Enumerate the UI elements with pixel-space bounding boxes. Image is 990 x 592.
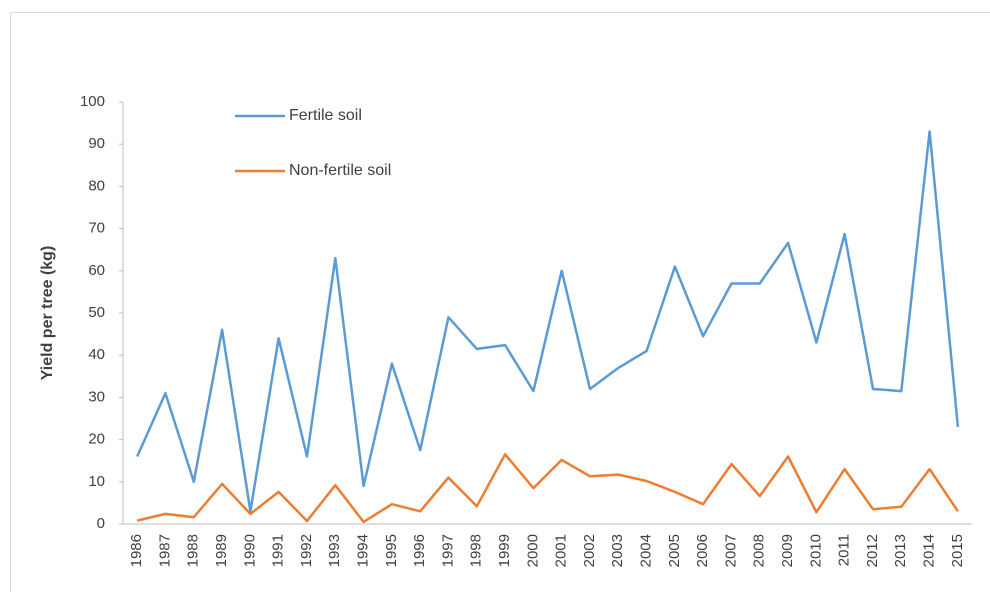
x-tick-label: 1987 xyxy=(156,534,173,567)
x-tick-label: 1995 xyxy=(383,534,400,567)
x-tick-label: 1997 xyxy=(439,534,456,567)
x-tick-label: 2005 xyxy=(666,534,683,567)
x-tick-label: 2013 xyxy=(892,534,909,567)
x-tick-label: 1996 xyxy=(411,534,428,567)
x-tick-label: 1994 xyxy=(355,534,372,567)
x-tick-label: 2012 xyxy=(864,534,881,567)
y-tick-label: 30 xyxy=(88,388,105,405)
y-tick-label: 100 xyxy=(80,93,105,110)
x-tick-label: 2015 xyxy=(949,534,966,567)
y-tick-label: 0 xyxy=(97,515,105,532)
x-tick-label: 2008 xyxy=(751,534,768,567)
x-tick-label: 2009 xyxy=(779,534,796,567)
y-tick-label: 20 xyxy=(88,431,105,448)
x-tick-label: 2001 xyxy=(553,534,570,567)
x-tick-label: 2014 xyxy=(921,534,938,567)
x-tick-label: 2003 xyxy=(609,534,626,567)
x-tick-label: 2000 xyxy=(524,534,541,567)
x-tick-label: 2004 xyxy=(638,534,655,567)
y-tick-label: 80 xyxy=(88,177,105,194)
x-tick-label: 2007 xyxy=(722,534,739,567)
x-tick-label: 1986 xyxy=(128,534,145,567)
data-line xyxy=(136,130,960,513)
chart-frame xyxy=(10,12,990,592)
x-tick-label: 1991 xyxy=(270,534,287,567)
x-tick-label: 1993 xyxy=(326,534,343,567)
x-tick-label: 2010 xyxy=(807,534,824,567)
y-tick-label: 40 xyxy=(88,346,105,363)
legend-label: Non-fertile soil xyxy=(289,162,391,179)
x-tick-label: 2006 xyxy=(694,534,711,567)
x-tick-label: 1998 xyxy=(468,534,485,567)
x-tick-label: 2002 xyxy=(581,534,598,567)
y-tick-label: 10 xyxy=(88,473,105,490)
y-tick-label: 60 xyxy=(88,262,105,279)
y-tick-label: 70 xyxy=(88,220,105,237)
x-tick-label: 1992 xyxy=(298,534,315,567)
legend-label: Fertile soil xyxy=(289,107,362,124)
x-tick-label: 1990 xyxy=(241,534,258,567)
x-tick-label: 1989 xyxy=(213,534,230,567)
x-tick-label: 1988 xyxy=(185,534,202,567)
y-axis-title: Yield per tree (kg) xyxy=(39,246,56,381)
x-tick-label: 1999 xyxy=(496,534,513,567)
x-tick-label: 2011 xyxy=(836,534,853,566)
y-tick-label: 90 xyxy=(88,135,105,152)
data-line xyxy=(136,453,959,524)
y-tick-label: 50 xyxy=(88,304,105,321)
